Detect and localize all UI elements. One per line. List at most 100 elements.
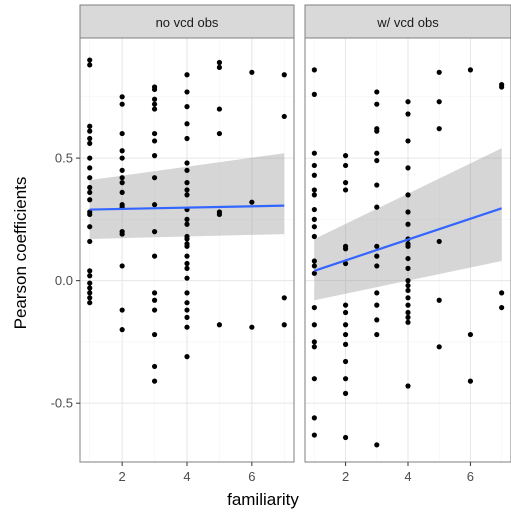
data-point: [87, 300, 93, 306]
data-point: [151, 297, 158, 303]
x-tick-label: 2: [119, 469, 126, 484]
data-point: [405, 282, 411, 289]
data-point: [374, 302, 380, 308]
data-point: [499, 290, 505, 296]
data-point: [405, 138, 411, 144]
data-point: [374, 317, 380, 323]
data-point: [374, 204, 380, 210]
data-point: [151, 290, 158, 296]
data-point: [151, 202, 158, 208]
data-point: [151, 378, 158, 384]
data-point: [151, 96, 158, 102]
data-point: [311, 233, 317, 240]
data-point: [216, 322, 223, 328]
data-point: [151, 253, 158, 259]
data-point: [119, 148, 125, 154]
data-point: [342, 260, 349, 267]
data-point: [374, 243, 380, 249]
data-point: [342, 302, 349, 308]
data-point: [184, 314, 190, 320]
y-tick-label: -0.5: [51, 396, 73, 411]
x-tick-label: 4: [183, 469, 190, 484]
facet-strip: [79, 4, 295, 39]
data-point: [184, 104, 190, 110]
data-point: [342, 162, 349, 169]
data-point: [216, 64, 223, 71]
y-tick-label: 0.5: [55, 151, 73, 166]
data-point: [87, 238, 93, 245]
data-point: [405, 209, 411, 215]
data-point: [184, 290, 190, 296]
data-point: [311, 270, 317, 276]
data-point: [184, 260, 190, 267]
data-point: [119, 327, 125, 333]
data-point: [374, 89, 380, 95]
data-point: [342, 322, 349, 328]
data-point: [87, 197, 93, 203]
data-point: [374, 150, 380, 156]
data-point: [119, 94, 125, 100]
data-point: [119, 231, 125, 237]
data-point: [342, 153, 349, 159]
data-point: [342, 434, 349, 441]
data-point: [151, 101, 158, 107]
data-point: [119, 307, 125, 313]
data-point: [405, 295, 411, 301]
data-point: [87, 155, 93, 161]
data-point: [436, 126, 442, 132]
data-point: [405, 309, 411, 316]
data-point: [342, 358, 349, 365]
panel-content: [311, 67, 505, 448]
data-point: [184, 253, 190, 259]
data-point: [87, 175, 93, 181]
data-point: [281, 72, 287, 78]
data-point: [119, 155, 125, 161]
data-point: [405, 111, 411, 117]
data-point: [311, 187, 317, 193]
data-point: [311, 322, 317, 328]
data-point: [311, 304, 317, 311]
data-point: [374, 182, 380, 188]
data-point: [249, 199, 255, 205]
data-point: [184, 265, 190, 271]
data-point: [216, 211, 223, 218]
data-point: [311, 415, 317, 421]
facet-title: w/ vcd obs: [376, 15, 439, 30]
data-point: [151, 307, 158, 313]
data-point: [184, 221, 190, 227]
y-axis: -0.5 0.0 0.5: [51, 151, 80, 411]
data-point: [184, 192, 190, 198]
data-point: [374, 290, 380, 296]
data-point: [342, 246, 349, 252]
data-point: [405, 221, 411, 227]
data-point: [87, 165, 93, 171]
panel-1: no vcd obs: [79, 4, 295, 463]
data-point: [151, 86, 158, 93]
x-tick-label: 4: [404, 469, 411, 484]
data-point: [87, 57, 93, 63]
data-point: [342, 309, 349, 316]
data-point: [184, 216, 190, 222]
data-point: [436, 99, 442, 105]
data-point: [184, 167, 190, 173]
data-point: [151, 229, 158, 235]
data-point: [311, 376, 317, 382]
data-point: [342, 341, 349, 347]
x-axis-title: familiarity: [227, 490, 299, 509]
data-point: [87, 123, 93, 129]
data-point: [374, 331, 380, 338]
data-point: [436, 344, 442, 350]
data-point: [184, 354, 190, 360]
data-point: [119, 101, 125, 107]
data-point: [184, 160, 190, 166]
data-point: [87, 273, 93, 279]
data-point: [87, 285, 93, 291]
data-point: [405, 278, 411, 284]
data-point: [311, 206, 317, 213]
data-point: [405, 314, 411, 320]
data-point: [311, 432, 317, 438]
y-axis-title: Pearson coefficients: [11, 177, 30, 330]
regression-line: [314, 207, 502, 272]
data-point: [311, 339, 317, 345]
